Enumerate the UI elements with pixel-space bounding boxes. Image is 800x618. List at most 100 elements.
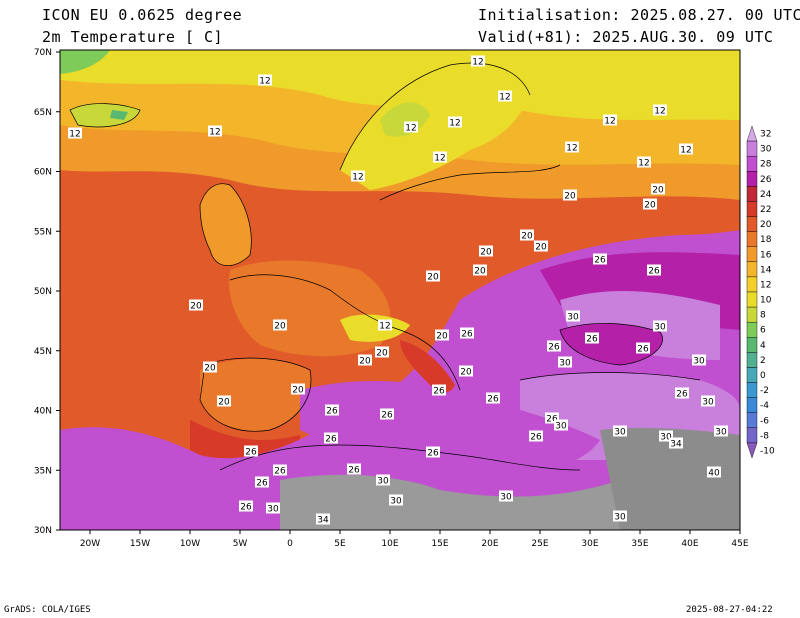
colorbar-swatch: [746, 171, 758, 187]
contour-label: 20: [563, 189, 577, 202]
svg-text:12: 12: [379, 322, 390, 332]
lon-tick-label: 10E: [381, 539, 398, 549]
lat-tick-label: 45N: [34, 347, 52, 357]
contour-label: 12: [637, 156, 651, 169]
svg-text:12: 12: [434, 154, 445, 164]
lat-tick-label: 50N: [34, 287, 52, 297]
svg-text:20: 20: [427, 273, 439, 283]
colorbar-label: 24: [760, 190, 772, 200]
lon-tick-label: 25E: [531, 539, 548, 549]
colorbar-label: 26: [760, 175, 772, 185]
svg-text:20: 20: [652, 186, 664, 196]
svg-text:26: 26: [427, 449, 439, 459]
contour-label: 30: [659, 430, 673, 443]
svg-text:30: 30: [377, 477, 389, 487]
contour-label: 20: [291, 383, 305, 396]
render-timestamp: 2025-08-27-04:22: [686, 605, 773, 615]
svg-text:20: 20: [535, 243, 547, 253]
contour-label: 20: [479, 245, 493, 258]
contour-label: 26: [432, 384, 446, 397]
svg-text:20: 20: [218, 398, 230, 408]
svg-text:26: 26: [240, 503, 252, 513]
svg-text:26: 26: [433, 387, 445, 397]
contour-label: 26: [636, 342, 650, 355]
lon-tick-label: 10W: [180, 539, 200, 549]
colorbar-label: 8: [760, 311, 766, 321]
svg-text:12: 12: [499, 93, 510, 103]
lon-tick-label: 5E: [334, 539, 346, 549]
colorbar-label: 16: [760, 250, 772, 260]
contour-label: 20: [189, 299, 203, 312]
svg-text:12: 12: [352, 173, 363, 183]
lat-tick-label: 35N: [34, 466, 52, 476]
grads-credit: GrADS: COLA/IGES: [4, 605, 91, 615]
svg-text:20: 20: [436, 332, 448, 342]
svg-text:20: 20: [474, 267, 486, 277]
contour-label: 20: [426, 270, 440, 283]
svg-text:26: 26: [594, 256, 606, 266]
colorbar-label: 22: [760, 205, 771, 215]
variable-title: 2m Temperature [ C]: [42, 28, 224, 46]
contour-label: 26: [255, 476, 269, 489]
colorbar-swatch: [746, 352, 758, 368]
contour-label: 26: [647, 264, 661, 277]
svg-text:26: 26: [256, 479, 268, 489]
contour-label: 26: [426, 446, 440, 459]
valid-time: Valid(+81): 2025.AUG.30. 09 UTC: [478, 28, 774, 46]
svg-text:12: 12: [449, 119, 460, 129]
svg-text:12: 12: [69, 130, 80, 140]
contour-label: 30: [389, 494, 403, 507]
lon-tick-label: 45E: [731, 539, 748, 549]
svg-text:12: 12: [654, 107, 665, 117]
contour-label: 30: [554, 419, 568, 432]
svg-text:20: 20: [190, 302, 202, 312]
init-time: Initialisation: 2025.08.27. 00 UTC: [478, 6, 800, 24]
colorbar-label: 4: [760, 341, 766, 351]
svg-text:30: 30: [555, 422, 567, 432]
colorbar-label: -6: [760, 416, 769, 426]
colorbar-swatch: [746, 337, 758, 353]
svg-text:12: 12: [259, 77, 270, 87]
colorbar-swatch: [746, 442, 758, 459]
contour-label: 12: [653, 104, 667, 117]
contour-label: 12: [68, 127, 82, 140]
contour-label: 26: [529, 430, 543, 443]
contour-label: 30: [566, 310, 580, 323]
contour-label: 12: [433, 151, 447, 164]
svg-text:26: 26: [648, 267, 660, 277]
svg-text:34: 34: [670, 440, 682, 450]
contour-label: 20: [520, 229, 534, 242]
contour-label: 12: [404, 121, 418, 134]
svg-text:26: 26: [487, 395, 499, 405]
svg-text:20: 20: [460, 368, 472, 378]
svg-text:12: 12: [604, 117, 615, 127]
colorbar-label: -2: [760, 386, 769, 396]
colorbar-label: 20: [760, 220, 772, 230]
contour-label: 20: [273, 319, 287, 332]
lon-tick-label: 40E: [681, 539, 698, 549]
temperature-field: [60, 50, 740, 530]
contour-label: 34: [316, 513, 330, 526]
svg-text:12: 12: [405, 124, 416, 134]
colorbar-swatch: [746, 201, 758, 217]
colorbar-label: 28: [760, 160, 772, 170]
latitude-axis: 70N 65N 60N 55N 50N 45N 40N 35N 30N: [34, 48, 60, 536]
contour-label: 20: [473, 264, 487, 277]
lat-tick-label: 65N: [34, 108, 52, 118]
colorbar-swatch: [746, 261, 758, 278]
colorbar-label: 30: [760, 145, 772, 155]
svg-text:26: 26: [326, 407, 338, 417]
svg-text:12: 12: [472, 58, 483, 68]
contour-label: 26: [486, 392, 500, 405]
colorbar-swatch: [746, 276, 758, 293]
contour-label: 26: [325, 404, 339, 417]
contour-label: 20: [203, 361, 217, 374]
colorbar-label: -4: [760, 401, 769, 411]
contour-label: 40: [707, 466, 721, 479]
contour-label: 12: [679, 143, 693, 156]
lon-tick-label: 15E: [431, 539, 448, 549]
svg-text:30: 30: [614, 428, 626, 438]
contour-label: 26: [585, 332, 599, 345]
